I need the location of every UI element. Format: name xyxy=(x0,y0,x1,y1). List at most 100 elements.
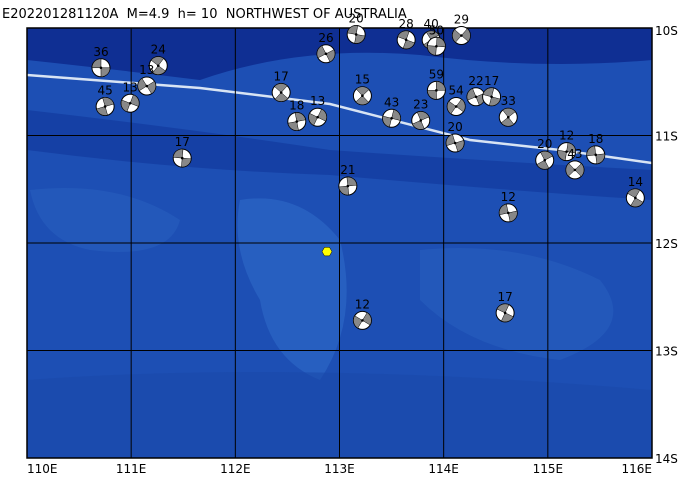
depth-label: 40 xyxy=(424,17,439,31)
beachball: 45 xyxy=(95,83,115,116)
beachball: 18 xyxy=(586,132,606,165)
beachball-center xyxy=(453,141,457,145)
y-tick-label: 10S xyxy=(655,24,678,38)
depth-label: 15 xyxy=(355,73,370,87)
beachball-quadrant xyxy=(436,37,446,48)
depth-label: 21 xyxy=(340,163,355,177)
beachball-quadrant xyxy=(461,28,471,42)
beachball-quadrant xyxy=(137,78,148,92)
beachball-quadrant xyxy=(574,163,585,177)
beachball-center xyxy=(543,158,547,162)
beachball: 12 xyxy=(498,190,518,223)
depth-label: 43 xyxy=(384,95,399,109)
depth-label: 12 xyxy=(559,129,574,143)
depth-label: 17 xyxy=(274,70,289,84)
beachball: 13 xyxy=(120,80,140,113)
beachball: 59 xyxy=(426,67,446,100)
beachball-quadrant xyxy=(466,88,477,101)
beachball-quadrant xyxy=(498,203,509,216)
depth-label: 14 xyxy=(628,175,643,189)
x-tick-label: 115E xyxy=(533,462,564,476)
beachball-center xyxy=(295,120,299,123)
depth-label: 20 xyxy=(537,137,552,151)
beachball: 21 xyxy=(338,163,358,196)
beachball: 17 xyxy=(495,290,515,323)
beachball-quadrant xyxy=(100,67,111,78)
depth-label: 13 xyxy=(139,63,154,77)
x-tick-label: 113E xyxy=(324,462,355,476)
beachball-quadrant xyxy=(630,197,644,208)
beachball-quadrant xyxy=(102,97,115,107)
beachball: 17 xyxy=(271,70,291,102)
depth-label: 12 xyxy=(355,297,370,311)
beachball-quadrant xyxy=(452,29,462,43)
beachball-quadrant xyxy=(416,111,430,121)
beachball: 14 xyxy=(625,175,645,208)
beachball-quadrant xyxy=(274,83,288,93)
depth-label: 18 xyxy=(588,132,603,146)
beachball-quadrant xyxy=(150,56,165,66)
depth-label: 43 xyxy=(567,147,582,161)
depth-label: 18 xyxy=(289,99,304,113)
beachball-quadrant xyxy=(346,176,358,187)
beachball-quadrant xyxy=(455,98,466,113)
beachball-quadrant xyxy=(172,148,184,159)
beachball-center xyxy=(99,66,103,70)
beachball-center xyxy=(346,184,350,188)
beachball: 20 xyxy=(445,120,465,153)
beachball-quadrant xyxy=(454,140,465,152)
beachball-quadrant xyxy=(308,112,318,126)
depth-label: 45 xyxy=(97,83,112,97)
beachball-quadrant xyxy=(446,100,457,115)
beachball-center xyxy=(180,156,184,160)
beachball: 13 xyxy=(308,94,328,127)
beachball-quadrant xyxy=(325,49,336,63)
beachball-quadrant xyxy=(91,58,102,69)
depth-label: 12 xyxy=(501,190,516,204)
beachball-center xyxy=(361,319,364,322)
beachball-center xyxy=(324,52,328,56)
beachball-quadrant xyxy=(427,90,437,100)
depth-label: 20 xyxy=(349,11,364,25)
beachball-center xyxy=(573,168,577,172)
beachball-quadrant xyxy=(557,149,567,161)
beachball-quadrant xyxy=(507,210,518,222)
beachball-center xyxy=(506,115,510,119)
beachball: 20 xyxy=(535,137,555,170)
depth-label: 36 xyxy=(93,45,108,59)
beachball-quadrant xyxy=(146,80,157,95)
beachball-quadrant xyxy=(338,185,350,196)
beachball-quadrant xyxy=(317,108,327,122)
beachball-quadrant xyxy=(120,99,131,113)
depth-label: 50 xyxy=(429,23,444,37)
depth-label: 17 xyxy=(175,135,190,149)
beachball-quadrant xyxy=(382,115,392,128)
beachball-quadrant xyxy=(412,120,425,130)
beachball-quadrant xyxy=(347,25,358,35)
beachball-quadrant xyxy=(425,30,440,41)
beachball-quadrant xyxy=(565,163,576,177)
beachball: 43 xyxy=(565,147,585,180)
depth-label: 22 xyxy=(468,74,483,88)
x-tick-label: 110E xyxy=(27,462,58,476)
beachball-quadrant xyxy=(354,34,366,44)
beachball-quadrant xyxy=(496,303,510,314)
beachball-center xyxy=(490,95,493,99)
map-title: E202201281120A M=4.9 h= 10 NORTHWEST OF … xyxy=(2,7,407,22)
beachball-quadrant xyxy=(627,188,641,199)
beachball: 15 xyxy=(352,73,372,106)
beachball-quadrant xyxy=(391,109,401,121)
beachball-quadrant xyxy=(566,142,576,154)
beachball-center xyxy=(316,115,319,119)
beachball-center xyxy=(594,153,598,157)
beachball: 36 xyxy=(91,45,111,78)
depth-label: 26 xyxy=(318,31,333,45)
x-tick-label: 114E xyxy=(428,462,459,476)
depth-label: 17 xyxy=(484,74,499,88)
x-tick-label: 111E xyxy=(116,462,147,476)
depth-label: 33 xyxy=(501,94,516,108)
map-frame xyxy=(26,27,653,459)
beachball-quadrant xyxy=(355,86,370,97)
depth-label: 17 xyxy=(497,290,512,304)
